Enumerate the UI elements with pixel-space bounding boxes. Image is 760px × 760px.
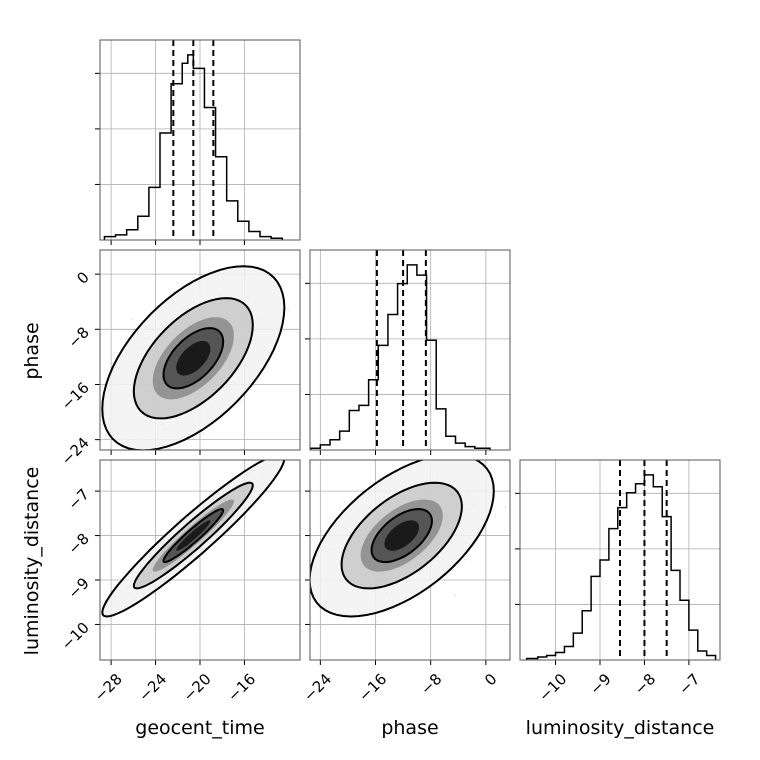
panel-frame	[309, 249, 511, 451]
y-tick-label: 0	[73, 268, 92, 287]
contour-line	[101, 265, 286, 450]
y-tick-label: −7	[64, 485, 92, 513]
sample-point	[390, 610, 392, 613]
x-tick-label: −8	[631, 670, 659, 698]
sample-point	[304, 555, 306, 557]
sample-point	[463, 558, 466, 561]
density-fill	[384, 520, 419, 551]
sample-point	[97, 609, 99, 611]
x-tick-label: −16	[224, 670, 259, 705]
x-tick-label: −16	[355, 670, 390, 705]
contour-line	[101, 460, 286, 618]
joint-panel-geocent-time-luminosity-distance: −28 −24 −20 −16 −10 −9 −8 −7	[58, 448, 301, 705]
x-tick-label: −20	[180, 670, 215, 705]
y-axis-label-luminosity-distance: luminosity_distance	[21, 467, 43, 656]
density-fill	[176, 520, 211, 551]
contour-line	[370, 507, 433, 564]
x-tick-label: −10	[535, 670, 570, 705]
sample-point	[130, 317, 133, 320]
panel-frame	[99, 459, 301, 661]
contour-line	[340, 481, 463, 590]
density-fill	[176, 341, 211, 376]
contour-line	[162, 507, 225, 564]
sample-point	[274, 454, 276, 456]
x-tick-label: −8	[417, 670, 445, 698]
histogram-panel-phase	[305, 249, 511, 455]
sample-point	[374, 625, 377, 628]
panel-content	[64, 265, 289, 492]
sample-point	[176, 282, 179, 285]
sample-point	[104, 434, 107, 437]
panel-frame	[99, 39, 301, 241]
contour-line	[310, 460, 495, 618]
sample-point	[504, 505, 507, 508]
sample-point	[426, 453, 428, 455]
panel-content	[97, 448, 286, 628]
sample-point	[494, 515, 497, 518]
sample-point	[202, 432, 205, 434]
sample-point	[320, 530, 322, 533]
sample-point	[417, 596, 420, 599]
sample-point	[287, 309, 289, 311]
x-axis-label-phase: phase	[381, 717, 438, 739]
y-axis-label-phase: phase	[21, 322, 43, 379]
x-tick-label: −28	[91, 670, 126, 705]
sample-point	[169, 581, 172, 584]
sample-point	[186, 464, 188, 466]
y-tick-label: −24	[58, 434, 93, 469]
sample-point	[104, 599, 106, 602]
panels-layer: −10 −9 −8 −7−24−16−80−28 −24 −20 −16−10−9−8−7−…	[58, 39, 721, 705]
x-tick-label: −24	[300, 670, 335, 705]
x-tick-label: 0	[481, 670, 500, 689]
y-tick-label: −9	[64, 574, 92, 602]
sample-point	[103, 625, 106, 628]
sample-point	[64, 490, 66, 492]
x-axis-label-luminosity-distance: luminosity_distance	[526, 717, 715, 739]
sample-point	[454, 594, 456, 597]
histogram-bars	[525, 474, 717, 660]
histogram-bars	[309, 264, 491, 450]
histogram-panel-geocent-time	[95, 39, 301, 245]
joint-panel-geocent-time-phase: −24 −16 −8 0	[58, 249, 301, 492]
x-tick-label: −24	[135, 670, 170, 705]
histogram-bars	[103, 54, 283, 240]
sample-point	[167, 447, 170, 450]
histogram-panel-luminosity-distance: −10 −9 −8 −7	[515, 459, 721, 705]
sample-point	[132, 328, 135, 331]
panel-frame	[309, 459, 511, 661]
sample-point	[375, 620, 378, 623]
y-tick-label: −10	[58, 619, 93, 654]
y-tick-label: −8	[64, 530, 92, 558]
contour-line	[162, 327, 225, 390]
x-tick-label: −9	[586, 670, 614, 698]
sample-point	[283, 448, 285, 450]
contour-line	[132, 297, 254, 420]
panel-content	[304, 436, 507, 628]
axis-labels-layer: geocent_time phase luminosity_distance p…	[21, 322, 714, 739]
sample-point	[343, 501, 346, 503]
panel-frame	[99, 249, 301, 451]
y-tick-label: −8	[64, 323, 92, 351]
x-axis-label-geocent-time: geocent_time	[135, 717, 264, 739]
y-tick-label: −16	[58, 379, 93, 414]
sample-point	[178, 518, 181, 521]
contour-line	[132, 481, 254, 590]
sample-point	[469, 436, 471, 438]
sample-point	[192, 437, 195, 440]
joint-panel-phase-luminosity-distance: −24 −16 −8 0	[300, 436, 511, 705]
x-tick-label: −7	[675, 670, 703, 698]
panel-frame	[519, 459, 721, 661]
sample-point	[490, 465, 493, 468]
